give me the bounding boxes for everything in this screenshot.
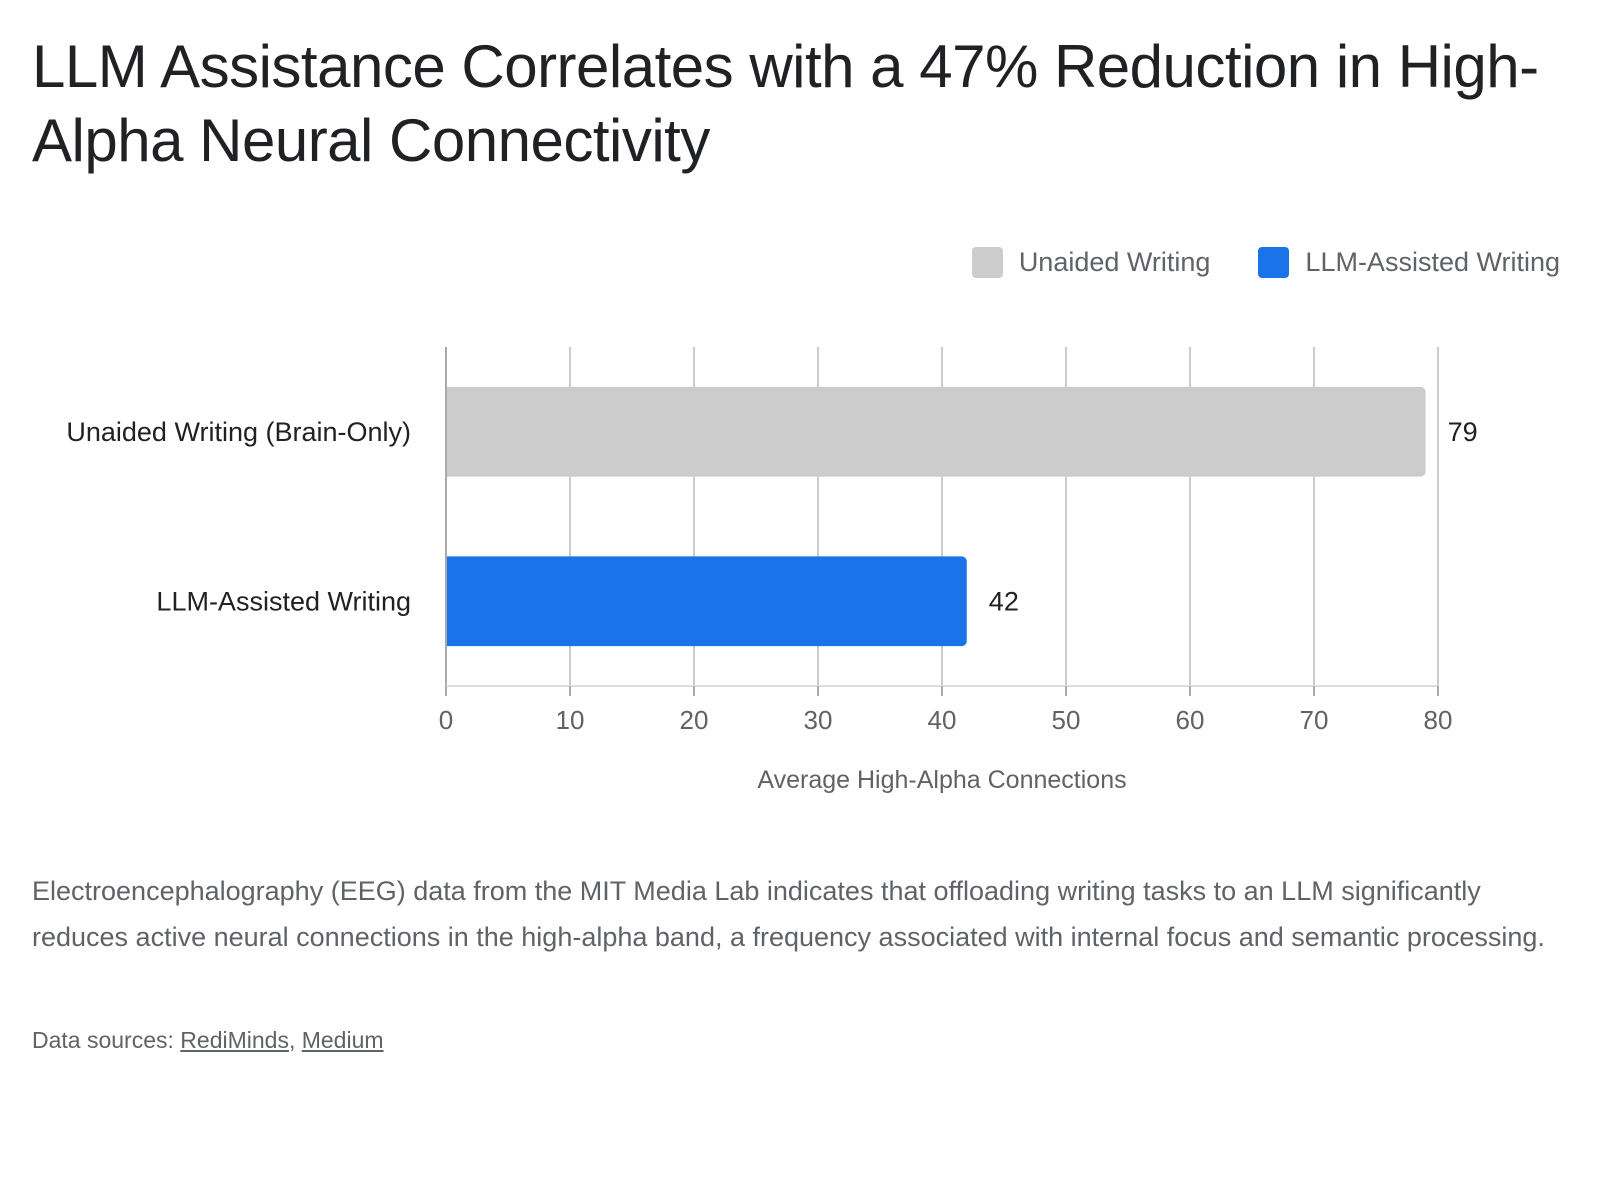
data-sources: Data sources: RediMinds, Medium xyxy=(32,1024,384,1056)
legend-item-llm-assisted: LLM-Assisted Writing xyxy=(1258,246,1560,278)
x-axis: 0 10 20 30 40 50 60 70 80 Average High-Alpha Conn… xyxy=(439,347,1453,794)
x-tick-label-20: 20 xyxy=(680,705,709,735)
x-tick-label-80: 80 xyxy=(1424,705,1453,735)
x-axis-title: Average High-Alpha Connections xyxy=(757,766,1126,794)
x-tick-label-0: 0 xyxy=(439,705,453,735)
bar-value-label-0: 79 xyxy=(1448,417,1478,447)
chart-description: Electroencephalography (EEG) data from t… xyxy=(32,876,1545,952)
x-tick-label-10: 10 xyxy=(556,705,585,735)
legend-label-unaided: Unaided Writing xyxy=(1018,246,1211,277)
category-label-0: Unaided Writing (Brain-Only) xyxy=(66,417,411,447)
x-tick-label-60: 60 xyxy=(1176,705,1205,735)
category-label-1: LLM-Assisted Writing xyxy=(156,586,411,616)
sources-separator: , xyxy=(288,1027,296,1053)
x-tick-label-40: 40 xyxy=(928,705,957,735)
legend-label-llm-assisted: LLM-Assisted Writing xyxy=(1305,246,1560,277)
legend-swatch-llm-assisted xyxy=(1258,246,1290,278)
bar-1 xyxy=(446,556,967,647)
chart-legend: Unaided Writing LLM-Assisted Writing xyxy=(971,244,1560,280)
bar-0 xyxy=(446,386,1426,477)
bar-chart: 0 10 20 30 40 50 60 70 80 Average High-Alpha Conn… xyxy=(66,347,1478,794)
chart-title: LLM Assistance Correlates with a 47% Red… xyxy=(32,33,1539,174)
x-tick-label-30: 30 xyxy=(804,705,833,735)
labels: 79 Unaided Writing (Brain-Only) 42 LLM-Assi… xyxy=(66,417,1477,617)
source-link-medium[interactable]: Medium xyxy=(301,1027,384,1053)
x-tick-label-50: 50 xyxy=(1052,705,1081,735)
bar-value-label-1: 42 xyxy=(989,586,1019,616)
legend-swatch-unaided xyxy=(971,246,1003,278)
sources-label: Data sources: xyxy=(32,1027,174,1053)
bars xyxy=(446,386,1426,647)
legend-item-unaided: Unaided Writing xyxy=(971,246,1211,278)
x-tick-label-70: 70 xyxy=(1300,705,1329,735)
source-link-rediminds[interactable]: RediMinds xyxy=(180,1027,289,1053)
